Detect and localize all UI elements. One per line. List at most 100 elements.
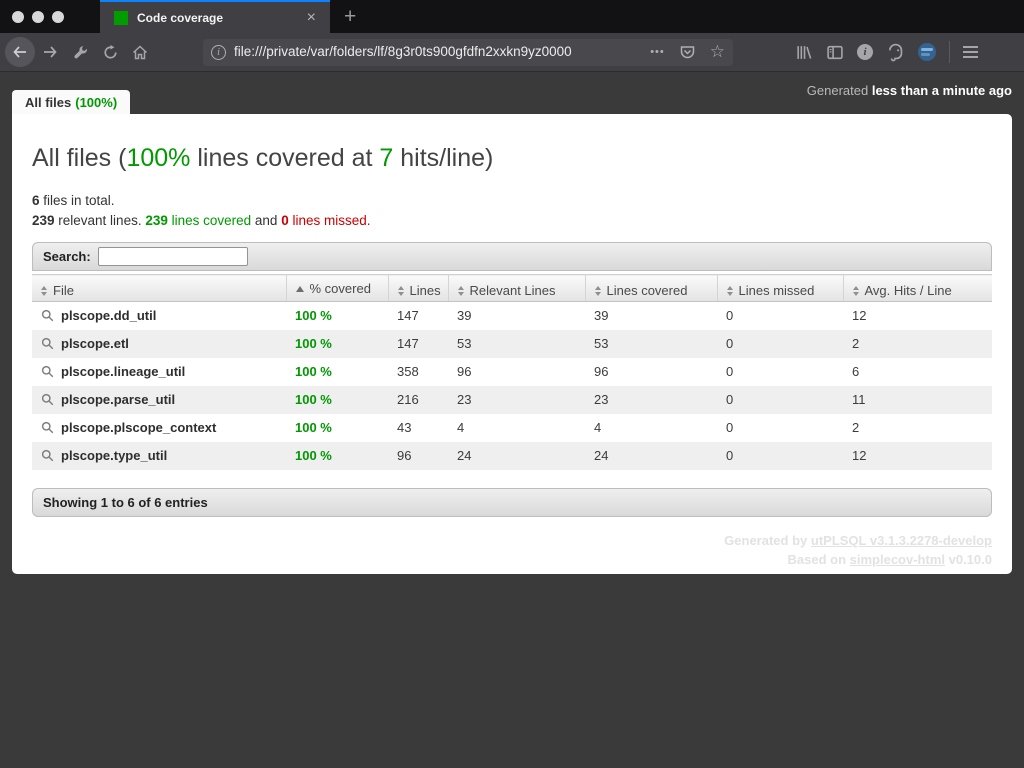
percent-covered-cell: 100 % [295,448,332,463]
report-header: All files (100%) Generated less than a m… [0,73,1024,114]
table-row[interactable]: plscope.lineage_util 100 % 358 96 96 0 6 [32,358,992,386]
simplecov-html-link[interactable]: simplecov-html [849,551,945,567]
relevant-lines-cell: 39 [457,308,472,324]
relevant-lines-cell: 23 [457,392,472,407]
avg-hits-cell: 6 [852,364,860,379]
window-close-button[interactable] [12,10,24,23]
percent-covered-cell: 100 % [295,364,332,379]
back-arrow-icon [13,46,26,58]
sort-both-icon [726,285,733,296]
column-header-file[interactable]: File [32,274,287,302]
relevant-lines-cell: 24 [457,448,472,463]
reload-button[interactable] [95,37,125,67]
bookmark-star-icon[interactable]: ☆ [709,42,725,61]
sort-asc-icon [295,285,304,292]
column-header-lines[interactable]: Lines [388,274,449,302]
window-zoom-button[interactable] [52,10,64,23]
page-content: All files (100%) Generated less than a m… [0,73,1024,768]
table-row[interactable]: plscope.plscope_context 100 % 43 4 4 0 2 [32,414,992,442]
lines-cell: 96 [397,448,412,463]
percent-covered-cell: 100 % [295,336,332,351]
table-row[interactable]: plscope.parse_util 100 % 216 23 23 0 11 [32,385,992,414]
pocket-icon[interactable] [679,44,696,60]
file-name-cell[interactable]: plscope.etl [32,330,286,358]
pagination-info: Showing 1 to 6 of 6 entries [32,487,992,517]
lines-cell: 358 [397,364,419,379]
url-fade-overlay [584,43,645,61]
lines-missed-cell: 0 [726,420,734,435]
lines-missed-cell: 0 [726,364,734,379]
magnifier-icon [41,337,54,350]
table-row[interactable]: plscope.type_util 100 % 96 24 24 0 12 [32,441,992,470]
relevant-lines-cell: 53 [457,336,472,351]
tab-strip: Code coverage × + [0,0,1024,33]
new-tab-button[interactable]: + [344,4,357,28]
report-tab-percent: (100%) [75,94,118,110]
report-card: All files (100% lines covered at 7 hits/… [12,114,1012,574]
page-actions-icon[interactable]: ••• [650,46,665,58]
magnifier-icon [41,449,54,462]
tools-button[interactable] [65,37,95,67]
based-on-line: Based on simplecov-html v0.10.0 [787,551,992,567]
site-info-icon[interactable]: i [211,44,226,60]
percent-covered-cell: 100 % [295,308,332,324]
window-controls [0,0,100,33]
footer-credits: Generated by utPLSQL v3.1.3.2278-develop… [32,531,992,569]
file-name-cell[interactable]: plscope.type_util [32,442,286,470]
column-header-lines-covered[interactable]: Lines covered [585,274,718,302]
column-header-relevant-lines[interactable]: Relevant Lines [448,274,586,302]
sort-both-icon [397,285,404,296]
column-header-lines-missed[interactable]: Lines missed [717,274,844,302]
navigation-toolbar: i file:///private/var/folders/lf/8g3r0ts… [0,33,1024,72]
tab-favicon [114,10,128,25]
file-name-cell[interactable]: plscope.parse_util [32,386,286,414]
search-label: Search: [43,249,91,264]
address-input[interactable]: file:///private/var/folders/lf/8g3r0ts90… [234,43,645,61]
tab-title: Code coverage [137,10,224,25]
evernote-icon[interactable] [886,43,905,62]
extension-info-icon[interactable]: i [857,44,873,60]
window-minimize-button[interactable] [32,10,44,23]
sort-both-icon [852,285,859,296]
url-bar[interactable]: i file:///private/var/folders/lf/8g3r0ts… [203,38,733,66]
home-button[interactable] [125,37,155,67]
library-icon[interactable] [795,44,813,61]
table-row[interactable]: plscope.dd_util 100 % 147 39 39 0 12 [32,302,992,330]
relevant-lines-cell: 96 [457,364,472,379]
sort-both-icon [41,285,47,296]
relevant-lines-cell: 4 [457,420,465,435]
browser-tab-code-coverage[interactable]: Code coverage × [100,0,330,33]
column-header-percent-covered[interactable]: % covered [286,274,389,302]
lines-covered-cell: 96 [594,364,609,379]
avg-hits-cell: 2 [852,336,860,351]
lines-cell: 216 [397,392,419,407]
tab-close-icon[interactable]: × [306,8,316,26]
avg-hits-cell: 2 [852,420,860,435]
file-name-cell[interactable]: plscope.plscope_context [32,414,286,442]
forward-button[interactable] [35,37,65,67]
report-tab-all-files[interactable]: All files (100%) [12,90,131,114]
generated-timestamp: Generated less than a minute ago [806,83,1012,98]
sort-both-icon [457,285,464,296]
sidebar-toggle-icon[interactable] [826,44,844,61]
magnifier-icon [41,393,54,406]
avg-hits-cell: 12 [852,308,867,324]
search-input[interactable] [97,247,248,266]
report-tab-label: All files [25,94,72,110]
lines-missed-cell: 0 [726,448,734,463]
table-row[interactable]: plscope.etl 100 % 147 53 53 0 2 [32,329,992,358]
magnifier-icon [41,365,54,378]
column-header-avg-hits[interactable]: Avg. Hits / Line [843,274,992,302]
utplsql-link[interactable]: utPLSQL v3.1.3.2278-develop [810,532,992,548]
generated-by-line: Generated by utPLSQL v3.1.3.2278-develop [724,532,992,548]
file-name-cell[interactable]: plscope.dd_util [32,302,286,330]
home-icon [132,44,148,59]
menu-icon[interactable] [963,46,978,58]
back-button[interactable] [5,37,35,67]
file-name-cell[interactable]: plscope.lineage_util [32,358,286,386]
blue-extension-icon[interactable] [918,43,936,61]
url-text: file:///private/var/folders/lf/8g3r0ts90… [234,44,572,59]
lines-missed-cell: 0 [726,336,734,351]
lines-covered-cell: 23 [594,392,609,407]
search-bar: Search: [32,242,992,271]
